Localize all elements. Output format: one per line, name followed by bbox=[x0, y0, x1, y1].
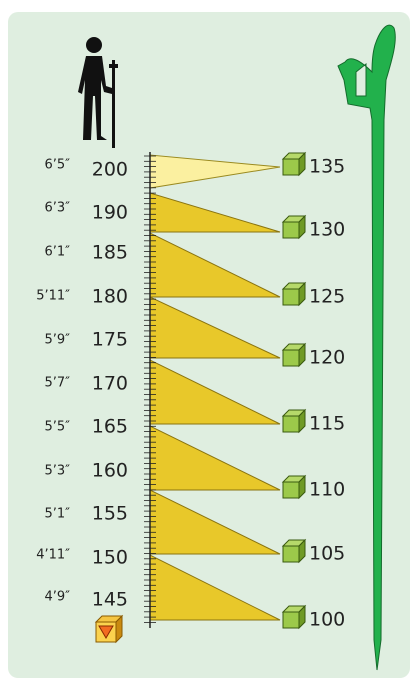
cm-label: 185 bbox=[92, 242, 128, 264]
size-box bbox=[283, 289, 299, 305]
cm-label: 160 bbox=[92, 460, 128, 482]
size-box bbox=[283, 612, 299, 628]
cm-label: 190 bbox=[92, 202, 128, 224]
feet-label: 5’7″ bbox=[44, 376, 70, 391]
pole-length-label: 130 bbox=[309, 219, 345, 241]
feet-label: 5’3″ bbox=[44, 464, 70, 479]
size-box bbox=[283, 350, 299, 366]
marker-box bbox=[96, 616, 122, 642]
feet-label: 5’5″ bbox=[44, 420, 70, 435]
pole-length-label: 105 bbox=[309, 543, 345, 565]
cm-label: 165 bbox=[92, 416, 128, 438]
cm-label: 170 bbox=[92, 373, 128, 395]
pole-length-label: 135 bbox=[309, 156, 345, 178]
feet-label: 6’1″ bbox=[44, 245, 70, 260]
cm-label: 155 bbox=[92, 503, 128, 525]
feet-label: 5’1″ bbox=[44, 507, 70, 522]
size-box bbox=[283, 416, 299, 432]
cm-label: 150 bbox=[92, 547, 128, 569]
size-box bbox=[283, 546, 299, 562]
size-box bbox=[283, 159, 299, 175]
size-box bbox=[283, 482, 299, 498]
cm-label: 180 bbox=[92, 286, 128, 308]
pole-length-label: 110 bbox=[309, 479, 345, 501]
cm-label: 200 bbox=[92, 159, 128, 181]
diagram: 200 190 185 180 175 170 165 160 155 150 145 6’5″ 6’3… bbox=[0, 0, 417, 685]
size-box bbox=[283, 222, 299, 238]
feet-label: 4’11″ bbox=[36, 548, 70, 563]
pole-length-label: 125 bbox=[309, 286, 345, 308]
pole-length-label: 100 bbox=[309, 609, 345, 631]
feet-label: 6’5″ bbox=[44, 158, 70, 173]
cm-label: 145 bbox=[92, 589, 128, 611]
cm-label: 175 bbox=[92, 329, 128, 351]
feet-label: 6’3″ bbox=[44, 201, 70, 216]
pole-length-label: 120 bbox=[309, 347, 345, 369]
feet-label: 5’9″ bbox=[44, 333, 70, 348]
feet-label: 5’11″ bbox=[36, 289, 70, 304]
feet-label: 4’9″ bbox=[44, 590, 70, 605]
pole-length-label: 115 bbox=[309, 413, 345, 435]
